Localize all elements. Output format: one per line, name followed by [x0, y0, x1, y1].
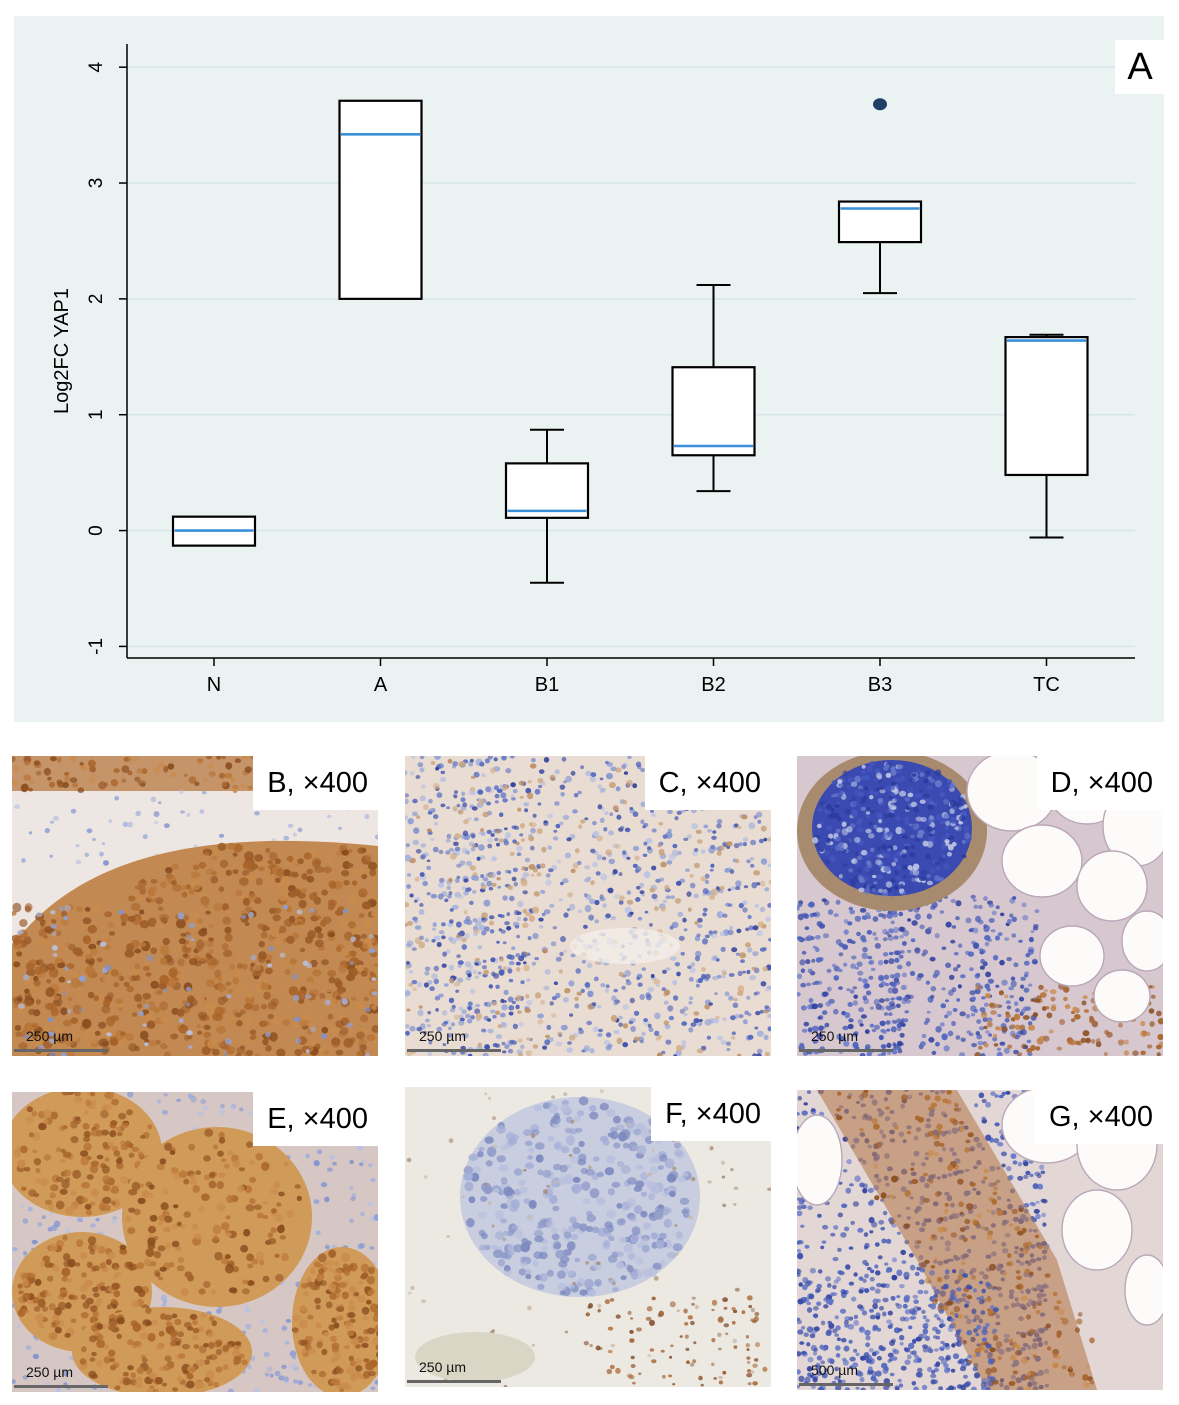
y-tick-label: 3 — [86, 178, 107, 189]
box-plot: -1 0 1 2 3 4 Log2FC YAP1 N A B1 B2 B3 TC — [51, 44, 1135, 696]
chart-panel: -1 0 1 2 3 4 Log2FC YAP1 N A B1 B2 B3 TC — [14, 16, 1164, 722]
plot-area — [127, 44, 1135, 658]
box-n — [171, 515, 257, 547]
x-tick-label: A — [374, 674, 388, 696]
micrograph-f: F, ×400 250 µm — [405, 1087, 771, 1387]
micrograph-g: G, ×400 500 µm — [797, 1090, 1163, 1390]
micrograph-f-label: F, ×400 — [651, 1087, 771, 1141]
micrograph-g-scale-text: 500 µm — [811, 1362, 858, 1378]
box-body — [504, 462, 590, 519]
micrograph-d-scale-text: 250 µm — [811, 1028, 858, 1044]
box-b2 — [671, 283, 756, 493]
outlier-point — [873, 98, 887, 111]
micrograph-e-scale-text: 250 µm — [26, 1364, 73, 1380]
box-a — [338, 99, 423, 300]
box-tc — [1004, 333, 1089, 539]
micrograph-e-label: E, ×400 — [253, 1092, 378, 1146]
micrograph-f-scale-text: 250 µm — [419, 1359, 466, 1375]
micrograph-b-scale-text: 250 µm — [26, 1028, 73, 1044]
y-tick-label: 2 — [86, 294, 107, 305]
y-axis-label: Log2FC YAP1 — [51, 288, 73, 414]
box-body — [671, 366, 756, 457]
micrograph-d-label: D, ×400 — [1036, 756, 1163, 810]
box-b3 — [837, 98, 923, 295]
y-tick-label: 1 — [86, 409, 107, 420]
x-tick-label: N — [207, 674, 221, 696]
micrograph-d: D, ×400 250 µm — [797, 756, 1163, 1056]
box-body — [1004, 335, 1089, 477]
micrograph-c-scale-bar — [407, 1049, 501, 1052]
micrograph-c-label: C, ×400 — [644, 756, 771, 810]
box-body — [338, 99, 423, 300]
y-tick-label: 4 — [86, 61, 107, 72]
micrograph-c: C, ×400 250 µm — [405, 756, 771, 1056]
micrograph-b-scale-bar — [14, 1049, 108, 1052]
panel-label-a: A — [1115, 40, 1165, 94]
micrograph-g-label: G, ×400 — [1035, 1090, 1163, 1144]
micrograph-e-image — [12, 1092, 378, 1392]
micrograph-g-scale-bar — [799, 1383, 893, 1386]
micrograph-c-image — [405, 756, 771, 1056]
micrograph-b: B, ×400 250 µm — [12, 756, 378, 1056]
micrograph-g-image — [797, 1090, 1163, 1390]
micrograph-b-image — [12, 756, 378, 1056]
micrograph-d-scale-bar — [799, 1049, 893, 1052]
y-tick-label: 0 — [86, 525, 107, 536]
y-tick-label: -1 — [86, 638, 107, 655]
x-tick-label: B2 — [701, 674, 725, 696]
micrograph-b-label: B, ×400 — [253, 756, 378, 810]
x-tick-label: B3 — [868, 674, 892, 696]
micrograph-e-scale-bar — [14, 1385, 108, 1388]
micrograph-e: E, ×400 250 µm — [12, 1092, 378, 1392]
micrograph-c-scale-text: 250 µm — [419, 1028, 466, 1044]
x-tick-label: B1 — [535, 674, 559, 696]
x-tick-label: TC — [1033, 674, 1060, 696]
box-b1 — [504, 428, 590, 584]
micrograph-f-scale-bar — [407, 1380, 501, 1383]
